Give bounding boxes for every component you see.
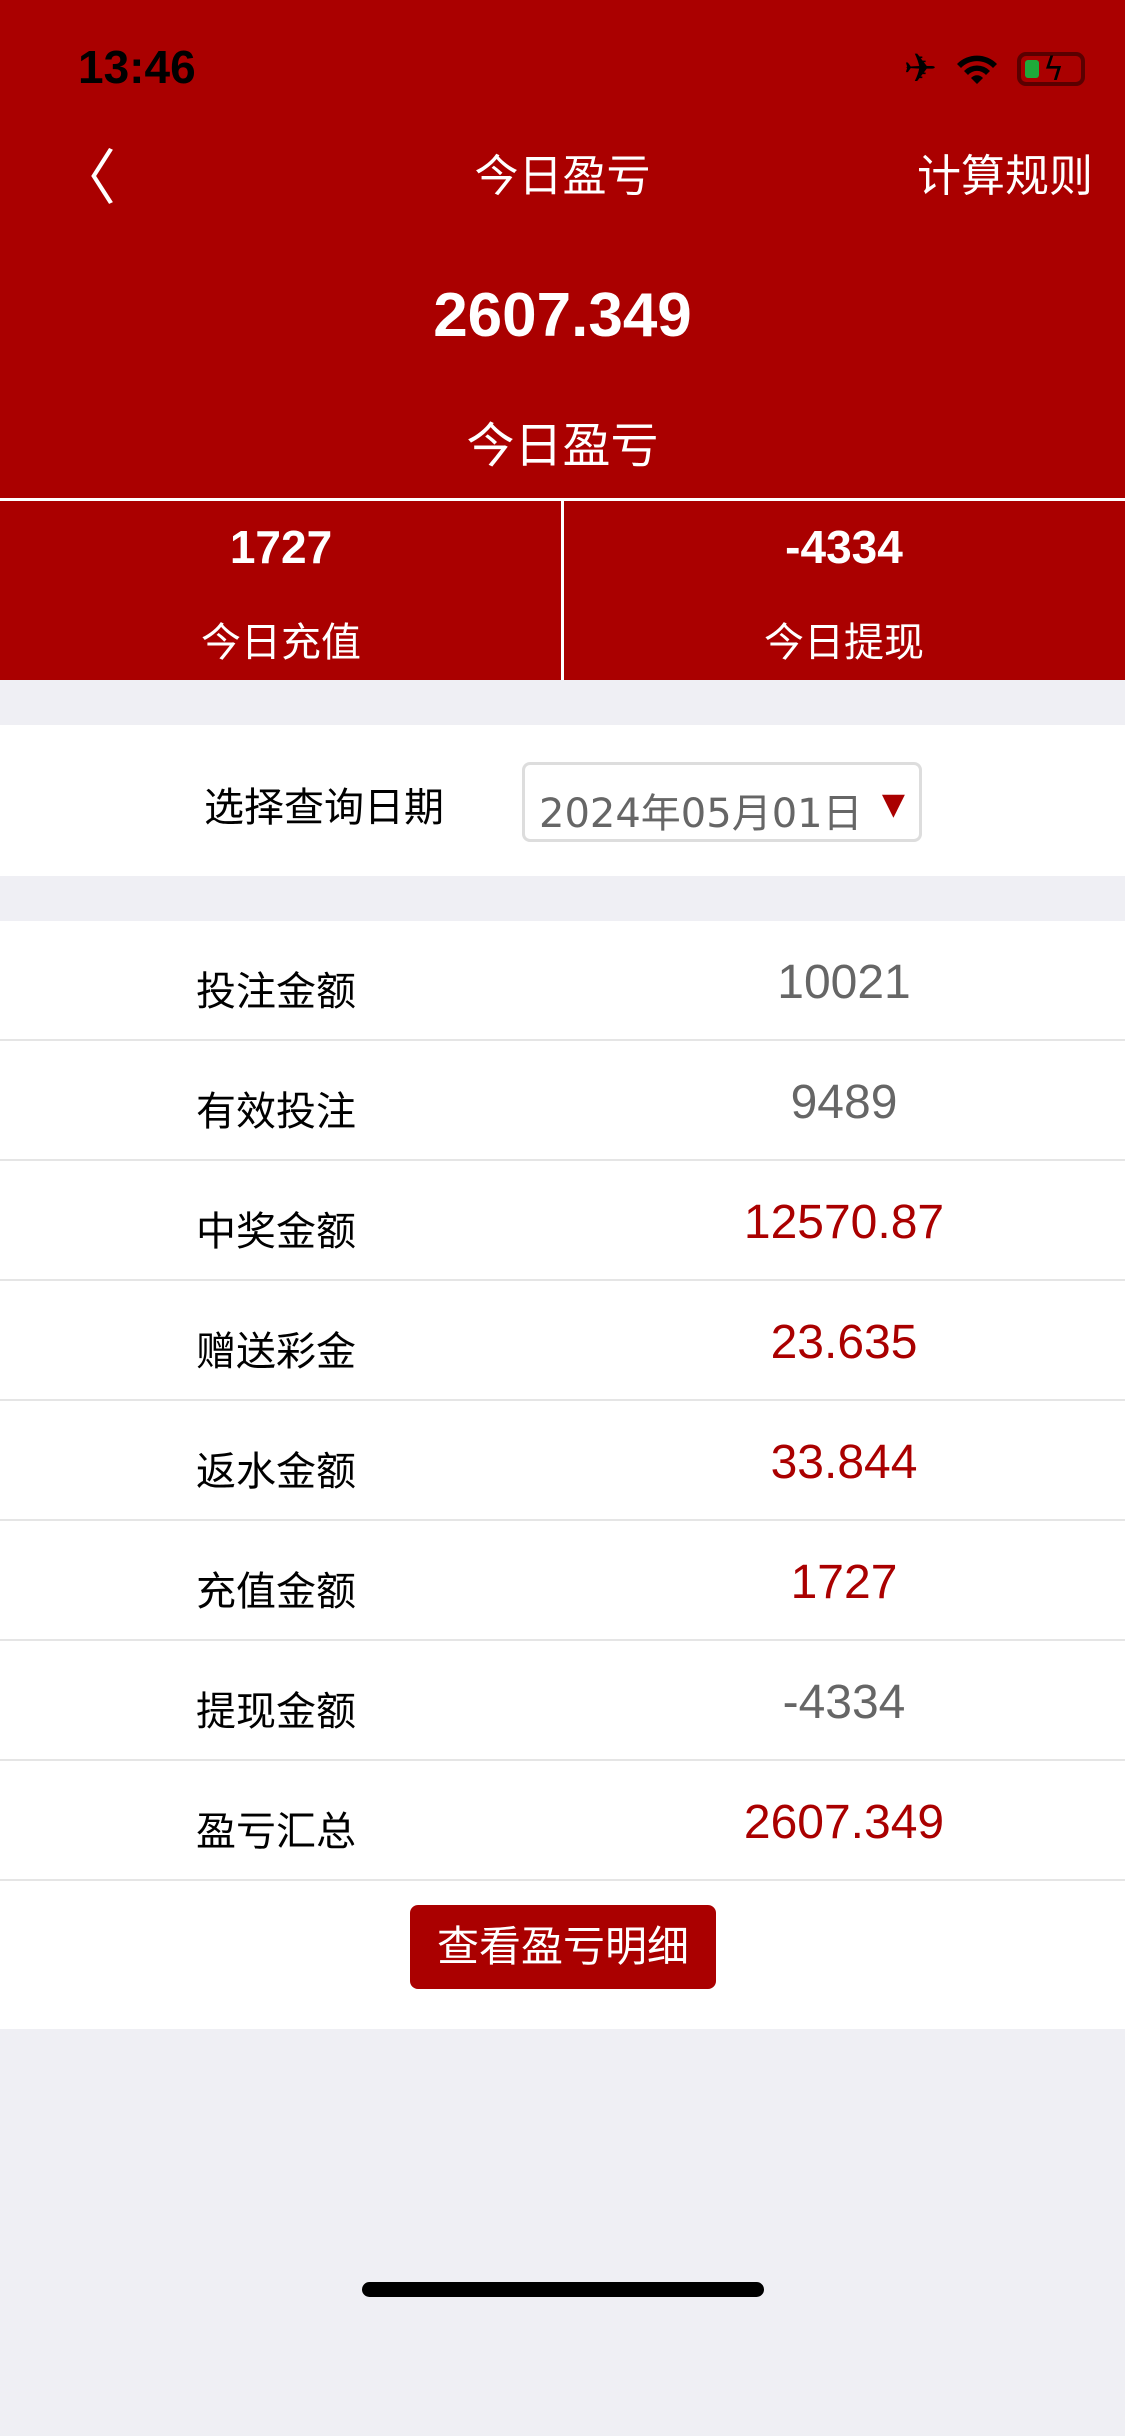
row-value: 10021 bbox=[777, 956, 911, 1009]
button-row: 查看盈亏明细 bbox=[0, 1881, 1125, 2029]
row-label: 盈亏汇总 bbox=[196, 1809, 356, 1855]
back-button[interactable]: 〈 bbox=[56, 130, 116, 217]
status-icons: ✈ ϟ bbox=[903, 46, 1085, 92]
list-item: 返水金额 33.844 bbox=[0, 1401, 1125, 1521]
divider bbox=[561, 500, 564, 680]
row-label: 赠送彩金 bbox=[196, 1329, 356, 1375]
stat-label: 今日充值 bbox=[201, 620, 361, 666]
summary-list: 投注金额 10021 有效投注 9489 中奖金额 12570.87 赠送彩金 23.6… bbox=[0, 921, 1125, 2029]
date-filter: 选择查询日期 2024年05月01日 ▼ bbox=[0, 725, 1125, 876]
row-value: 33.844 bbox=[770, 1436, 918, 1489]
row-label: 中奖金额 bbox=[196, 1209, 356, 1255]
date-value: 2024年05月01日 bbox=[539, 791, 863, 837]
list-item: 盈亏汇总 2607.349 bbox=[0, 1761, 1125, 1881]
stat-value: 1727 bbox=[229, 521, 333, 573]
list-item: 提现金额 -4334 bbox=[0, 1641, 1125, 1761]
list-item: 投注金额 10021 bbox=[0, 921, 1125, 1041]
view-details-button[interactable]: 查看盈亏明细 bbox=[410, 1905, 716, 1989]
row-value: 12570.87 bbox=[743, 1196, 945, 1249]
row-label: 返水金额 bbox=[196, 1449, 356, 1495]
row-value: 9489 bbox=[790, 1076, 898, 1129]
list-item: 赠送彩金 23.635 bbox=[0, 1281, 1125, 1401]
stat-withdraw: -4334 今日提现 bbox=[563, 500, 1125, 680]
caret-down-icon: ▼ bbox=[881, 787, 905, 822]
list-item: 充值金额 1727 bbox=[0, 1521, 1125, 1641]
airplane-icon: ✈ bbox=[903, 46, 937, 92]
wifi-icon bbox=[957, 55, 997, 84]
list-item: 中奖金额 12570.87 bbox=[0, 1161, 1125, 1281]
nav-title: 今日盈亏 bbox=[474, 151, 651, 202]
row-label: 投注金额 bbox=[196, 969, 356, 1015]
stat-recharge: 1727 今日充值 bbox=[0, 500, 562, 680]
row-label: 有效投注 bbox=[196, 1089, 356, 1135]
header: 13:46 ✈ ϟ 〈 今日盈亏 计算规则 2607.349 今日盈亏 1727… bbox=[0, 0, 1125, 680]
date-label: 选择查询日期 bbox=[204, 785, 444, 831]
row-label: 充值金额 bbox=[196, 1569, 356, 1615]
date-select[interactable]: 2024年05月01日 ▼ bbox=[522, 762, 922, 842]
calc-rules-button[interactable]: 计算规则 bbox=[917, 151, 1093, 202]
row-value: 2607.349 bbox=[743, 1796, 945, 1849]
row-value: 1727 bbox=[790, 1556, 898, 1609]
row-label: 提现金额 bbox=[196, 1689, 356, 1735]
today-profit-label: 今日盈亏 bbox=[466, 418, 659, 474]
row-value: -4334 bbox=[782, 1676, 906, 1729]
chevron-left-icon: 〈 bbox=[56, 144, 116, 214]
divider bbox=[0, 498, 1125, 501]
list-item: 有效投注 9489 bbox=[0, 1041, 1125, 1161]
today-profit-value: 2607.349 bbox=[433, 281, 692, 350]
row-value: 23.635 bbox=[770, 1316, 918, 1369]
stat-value: -4334 bbox=[785, 521, 903, 573]
status-time: 13:46 bbox=[78, 41, 196, 93]
battery-charging-icon: ϟ bbox=[1017, 50, 1085, 88]
home-indicator[interactable] bbox=[362, 2282, 764, 2297]
stat-label: 今日提现 bbox=[764, 620, 924, 666]
